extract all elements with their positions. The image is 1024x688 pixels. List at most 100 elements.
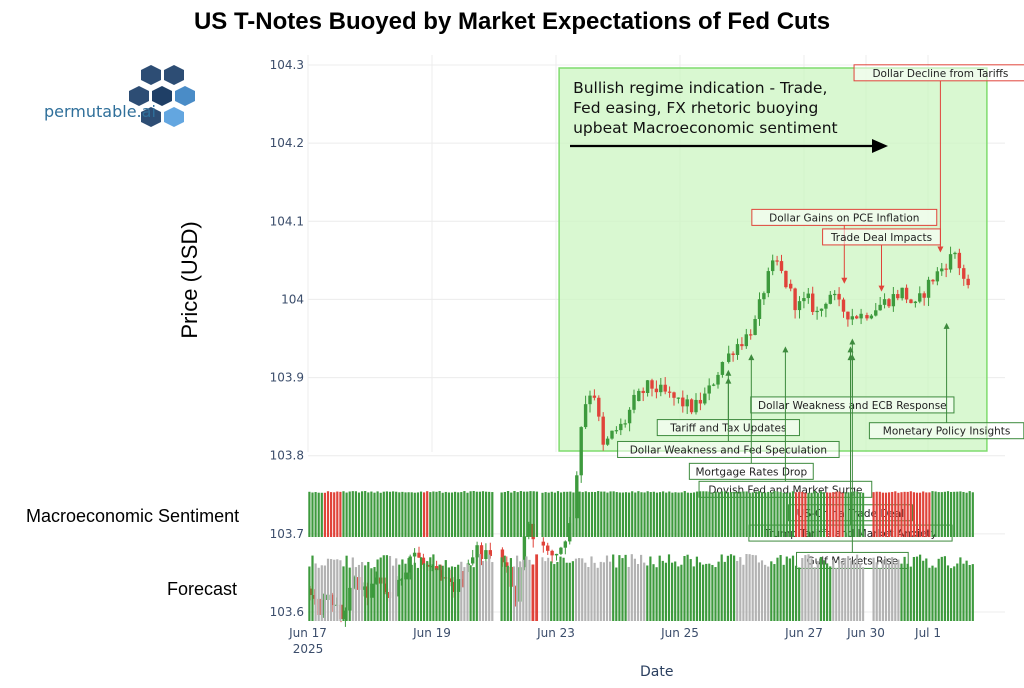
macro-sentiment-bar [526, 491, 529, 537]
positive-arrow-head [725, 369, 732, 376]
candle-body [855, 316, 859, 319]
macro-sentiment-bar [646, 491, 649, 537]
forecast-bar [826, 563, 829, 621]
candle-body [632, 394, 636, 410]
macro-sentiment-bar [457, 492, 460, 537]
macro-sentiment-bar [634, 492, 637, 537]
candle-body [815, 310, 819, 313]
forecast-bar [813, 567, 816, 621]
candle-body [522, 536, 527, 568]
macro-sentiment-bar [962, 491, 965, 537]
macro-sentiment-bar [922, 491, 925, 537]
candle-body [735, 344, 740, 355]
forecast-bar [695, 556, 698, 621]
macro-sentiment-bar [547, 492, 550, 537]
forecast-bar [636, 564, 640, 621]
macro-sentiment-bar [720, 491, 723, 537]
macro-sentiment-bar [488, 491, 491, 537]
macro-sentiment-bar [472, 491, 475, 537]
forecast-bar [466, 564, 469, 621]
forecast-bar [544, 561, 547, 621]
macro-sentiment-bar [410, 492, 413, 537]
y-tick-label: 104.2 [270, 136, 304, 150]
forecast-label: Forecast [167, 579, 238, 599]
macro-sentiment-bar [705, 491, 708, 537]
candle-body [488, 550, 492, 557]
macro-sentiment-bar [572, 492, 575, 537]
macro-sentiment-bar [708, 491, 711, 537]
candle-body [592, 395, 597, 398]
macro-sentiment-bar [447, 492, 450, 537]
macro-sentiment-bar [333, 492, 336, 537]
negative-event-annotation: Dollar Gains on PCE Inflation [769, 212, 919, 224]
forecast-bar [475, 554, 478, 621]
macro-sentiment-bar [382, 491, 385, 537]
macro-sentiment-bar [888, 492, 891, 537]
positive-event-annotation: Gulf Markets Rise [806, 555, 898, 567]
forecast-bar [723, 561, 726, 621]
macro-sentiment-bar [544, 492, 547, 537]
candle-body [694, 399, 698, 413]
macro-sentiment-bar [686, 492, 689, 537]
macro-sentiment-bar [466, 492, 469, 537]
candle-body [579, 427, 583, 476]
candle-body [689, 399, 694, 413]
forecast-bar [593, 562, 596, 621]
forecast-bar [605, 555, 609, 621]
candle-body [878, 304, 882, 311]
macro-sentiment-bar [891, 491, 894, 537]
macro-sentiment-bar [668, 491, 671, 537]
y-tick-label: 103.6 [270, 605, 304, 619]
macro-sentiment-bar [779, 491, 782, 537]
forecast-bar [357, 564, 361, 621]
forecast-bar [760, 560, 764, 621]
candle-body [707, 385, 711, 394]
candle-body [550, 550, 554, 556]
macro-sentiment-bar [618, 492, 621, 537]
candle-body [931, 279, 935, 282]
macro-sentiment-bar [773, 491, 776, 537]
forecast-bar [351, 557, 354, 621]
candle-body [641, 390, 645, 393]
candle-body [789, 283, 793, 289]
forecast-bar [432, 554, 435, 621]
candle-body [833, 293, 837, 296]
candle-body [588, 395, 592, 405]
macro-sentiment-bar [612, 491, 615, 537]
candle-body [797, 301, 802, 311]
macro-sentiment-bar [367, 492, 370, 537]
forecast-bar [516, 555, 519, 621]
macro-sentiment-bar [723, 491, 727, 537]
forecast-bar [531, 564, 535, 621]
macro-sentiment-bar [320, 492, 323, 537]
macro-sentiment-bar [943, 491, 946, 537]
macro-sentiment-bar [388, 491, 392, 537]
forecast-bar [934, 567, 937, 621]
forecast-bar [884, 558, 888, 621]
candle-body [762, 293, 766, 300]
forecast-bar [726, 555, 729, 621]
macro-sentiment-bar [714, 491, 717, 537]
regime-text-line: Fed easing, FX rhetoric buoying [573, 99, 818, 117]
forecast-bar [323, 565, 326, 621]
macro-sentiment-bar [946, 491, 950, 537]
macro-sentiment-bar [584, 491, 587, 537]
macro-sentiment-bar [767, 491, 770, 537]
forecast-bar [450, 566, 454, 621]
forecast-bar [392, 565, 395, 621]
macro-sentiment-bar [912, 492, 915, 537]
macro-sentiment-bar [826, 492, 829, 537]
candle-body [896, 294, 900, 299]
candle-body [527, 523, 531, 537]
y-tick-label: 104.1 [270, 214, 304, 228]
macro-sentiment-bar [730, 492, 733, 537]
forecast-bar [878, 568, 881, 621]
forecast-bar [702, 564, 705, 621]
forecast-bar [541, 557, 544, 621]
forecast-bar [640, 554, 643, 621]
macro-sentiment-bar [401, 491, 404, 537]
macro-sentiment-bar [736, 491, 739, 537]
forecast-bar [528, 559, 531, 621]
candle-body [793, 288, 797, 311]
forecast-bar [314, 563, 317, 621]
